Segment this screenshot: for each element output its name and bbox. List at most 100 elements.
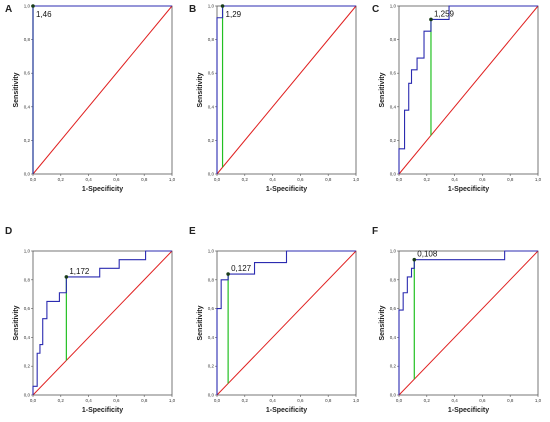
x-tick-label: 0,0 — [396, 398, 403, 403]
y-tick-label: 0,0 — [208, 393, 215, 398]
x-tick-label: 0,2 — [424, 177, 431, 182]
y-tick-label: 1,0 — [390, 4, 397, 9]
x-tick-label: 1,0 — [169, 398, 176, 403]
x-tick-label: 0,0 — [30, 398, 37, 403]
y-tick-label: 0,4 — [390, 104, 397, 109]
x-tick-label: 0,6 — [297, 398, 304, 403]
y-tick-label: 0,6 — [24, 71, 31, 76]
cutoff-point — [226, 272, 230, 276]
x-tick-label: 1,0 — [535, 177, 542, 182]
x-tick-label: 0,8 — [325, 177, 332, 182]
x-axis-label: 1-Specificity — [82, 407, 123, 414]
panel-letter: D — [5, 226, 12, 237]
y-tick-label: 0,6 — [390, 306, 397, 311]
x-tick-label: 0,8 — [141, 398, 148, 403]
panel-letter: E — [189, 226, 196, 237]
x-tick-label: 0,8 — [141, 177, 148, 182]
roc-curve — [398, 250, 538, 395]
y-tick-label: 0,6 — [208, 71, 215, 76]
y-tick-label: 0,0 — [390, 172, 397, 177]
panel-e: E 0,0 0,2 0,4 0,6 0,8 1,0 0,0 0,2 0,4 0,6 0,8 1,0 1-S… — [189, 226, 360, 414]
x-tick-label: 0,0 — [396, 177, 403, 182]
panel-a: A 0,0 0,2 0,4 0,6 0,8 1,0 0,0 0,2 0,4 0,6 0,8 1,0 1-S… — [5, 4, 176, 194]
x-tick-label: 0,6 — [479, 398, 486, 403]
panel-letter: F — [372, 226, 378, 237]
y-tick-label: 0,2 — [390, 138, 397, 143]
x-tick-label: 0,6 — [297, 177, 304, 182]
x-tick-label: 0,2 — [424, 398, 431, 403]
reference-line — [216, 250, 357, 396]
cutoff-point — [412, 257, 417, 262]
reference-line — [398, 5, 539, 175]
x-tick-label: 0,4 — [451, 177, 458, 182]
x-tick-label: 1,0 — [535, 398, 542, 403]
panel-f: F 0,0 0,2 0,4 0,6 0,8 1,0 0,0 0,2 0,4 0,6 0,8 1,0 1-S… — [372, 226, 542, 414]
y-axis-label: Sensitivity — [379, 72, 386, 107]
cutoff-label: 0,127 — [231, 264, 252, 273]
reference-line — [216, 5, 357, 175]
x-tick-label: 1,0 — [353, 398, 360, 403]
y-tick-label: 0,4 — [208, 335, 215, 340]
y-tick-label: 0,2 — [390, 364, 397, 369]
y-axis-label: Sensitivity — [197, 72, 204, 107]
y-tick-label: 0,6 — [390, 71, 397, 76]
cutoff-point — [429, 17, 433, 22]
y-tick-label: 0,8 — [24, 37, 31, 42]
cutoff-label: 1,172 — [69, 267, 90, 276]
y-tick-label: 0,8 — [24, 277, 31, 282]
x-tick-label: 0,4 — [85, 177, 92, 182]
x-tick-label: 0,2 — [242, 177, 249, 182]
x-tick-label: 0,8 — [325, 398, 332, 403]
y-tick-label: 0,0 — [390, 393, 397, 398]
cutoff-label: 0,108 — [417, 250, 438, 259]
x-tick-label: 0,6 — [479, 177, 486, 182]
y-tick-label: 0,0 — [24, 172, 31, 177]
panel-d: D 0,0 0,2 0,4 0,6 0,8 1,0 0,0 0,2 0,4 0,6 0,8 1,0 1-S… — [5, 226, 176, 414]
y-tick-label: 0,2 — [24, 364, 31, 369]
x-tick-label: 0,0 — [30, 177, 37, 182]
y-tick-label: 0,2 — [24, 138, 31, 143]
y-tick-label: 0,4 — [390, 335, 397, 340]
x-tick-label: 0,0 — [214, 177, 221, 182]
cutoff-label: 1,46 — [36, 10, 52, 19]
x-tick-label: 0,4 — [269, 177, 276, 182]
y-tick-label: 0,0 — [24, 393, 31, 398]
panel-letter: B — [189, 4, 196, 15]
y-tick-label: 1,0 — [24, 4, 31, 9]
roc-curve — [398, 5, 538, 174]
cutoff-label: 1,29 — [226, 10, 242, 19]
y-axis-label: Sensitivity — [13, 305, 20, 340]
x-tick-label: 0,6 — [113, 398, 120, 403]
x-tick-label: 0,2 — [58, 398, 65, 403]
panel-b: B 0,0 0,2 0,4 0,6 0,8 1,0 0,0 0,2 0,4 0,6 0,8 1,0 1-S… — [189, 4, 360, 194]
x-axis-label: 1-Specificity — [266, 407, 307, 414]
y-tick-label: 1,0 — [208, 249, 215, 254]
cutoff-label: 1,259 — [434, 9, 455, 18]
y-tick-label: 0,4 — [24, 335, 31, 340]
y-tick-label: 0,8 — [390, 277, 397, 282]
x-tick-label: 0,6 — [113, 177, 120, 182]
y-tick-label: 0,2 — [208, 138, 215, 143]
x-tick-label: 0,2 — [242, 398, 249, 403]
y-tick-label: 1,0 — [208, 4, 215, 9]
x-axis-label: 1-Specificity — [82, 186, 123, 193]
x-tick-label: 0,8 — [507, 177, 514, 182]
x-tick-label: 0,0 — [214, 398, 221, 403]
x-tick-label: 0,8 — [507, 398, 514, 403]
y-tick-label: 0,8 — [208, 37, 215, 42]
y-tick-label: 0,4 — [208, 104, 215, 109]
y-tick-label: 0,6 — [24, 306, 31, 311]
y-tick-label: 0,8 — [390, 37, 397, 42]
y-tick-label: 0,6 — [208, 306, 215, 311]
panel-letter: A — [5, 4, 12, 15]
x-tick-label: 1,0 — [353, 177, 360, 182]
y-tick-label: 0,2 — [208, 364, 215, 369]
x-axis-label: 1-Specificity — [266, 186, 307, 193]
reference-line — [32, 5, 173, 175]
panel-letter: C — [372, 4, 379, 15]
reference-line — [32, 250, 173, 396]
y-axis-label: Sensitivity — [379, 305, 386, 340]
y-tick-label: 0,8 — [208, 277, 215, 282]
x-tick-label: 0,4 — [269, 398, 276, 403]
